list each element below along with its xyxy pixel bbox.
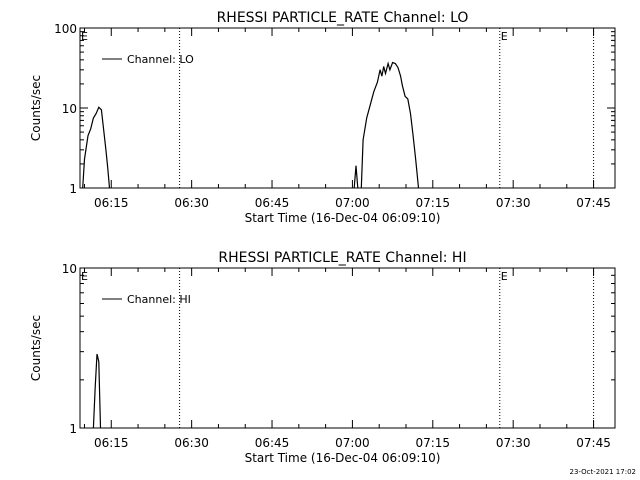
chart-panel: RHESSI PARTICLE_RATE Channel: LO Counts/s… [29,10,616,225]
y-axis-label: Counts/sec [29,315,43,381]
y-tick-label: 1 [69,182,77,196]
x-tick-label: 07:00 [335,196,370,210]
event-marker-label: E [501,30,508,43]
y-axis-label: Counts/sec [29,75,43,141]
start-marker-label: E [81,30,88,43]
x-tick-label: 07:30 [496,436,531,450]
x-tick-label: 06:45 [255,436,290,450]
y-tick-label: 100 [54,22,77,36]
x-tick-label: 06:30 [174,196,209,210]
footer-timestamp: 23-Oct-2021 17:02 [570,468,636,476]
chart-panel: RHESSI PARTICLE_RATE Channel: HI Counts/s… [29,250,616,465]
plot-frame [79,267,616,429]
series-line [82,106,111,189]
x-tick-label: 06:15 [94,196,129,210]
start-marker-label: E [81,270,88,283]
y-tick-label: 10 [62,262,77,276]
x-tick-label: 07:45 [576,196,611,210]
x-tick-label: 07:15 [415,436,450,450]
event-marker-label: E [501,270,508,283]
x-axis-label: Start Time (16-Dec-04 06:09:10) [245,211,441,225]
x-tick-label: 06:15 [94,436,129,450]
x-tick-label: 07:15 [415,196,450,210]
x-tick-label: 06:45 [255,196,290,210]
series-line [92,353,102,429]
series-line [353,165,359,189]
chart-title: RHESSI PARTICLE_RATE Channel: LO [217,10,469,26]
x-tick-label: 07:00 [335,436,370,450]
y-tick-label: 1 [69,422,77,436]
x-tick-label: 07:30 [496,196,531,210]
legend-label: Channel: LO [127,53,194,66]
legend-label: Channel: HI [127,293,191,306]
series-line [360,61,420,189]
chart-title: RHESSI PARTICLE_RATE Channel: HI [218,250,466,266]
x-tick-label: 06:30 [174,436,209,450]
x-tick-label: 07:45 [576,436,611,450]
y-tick-label: 10 [62,102,77,116]
x-axis-label: Start Time (16-Dec-04 06:09:10) [245,451,441,465]
